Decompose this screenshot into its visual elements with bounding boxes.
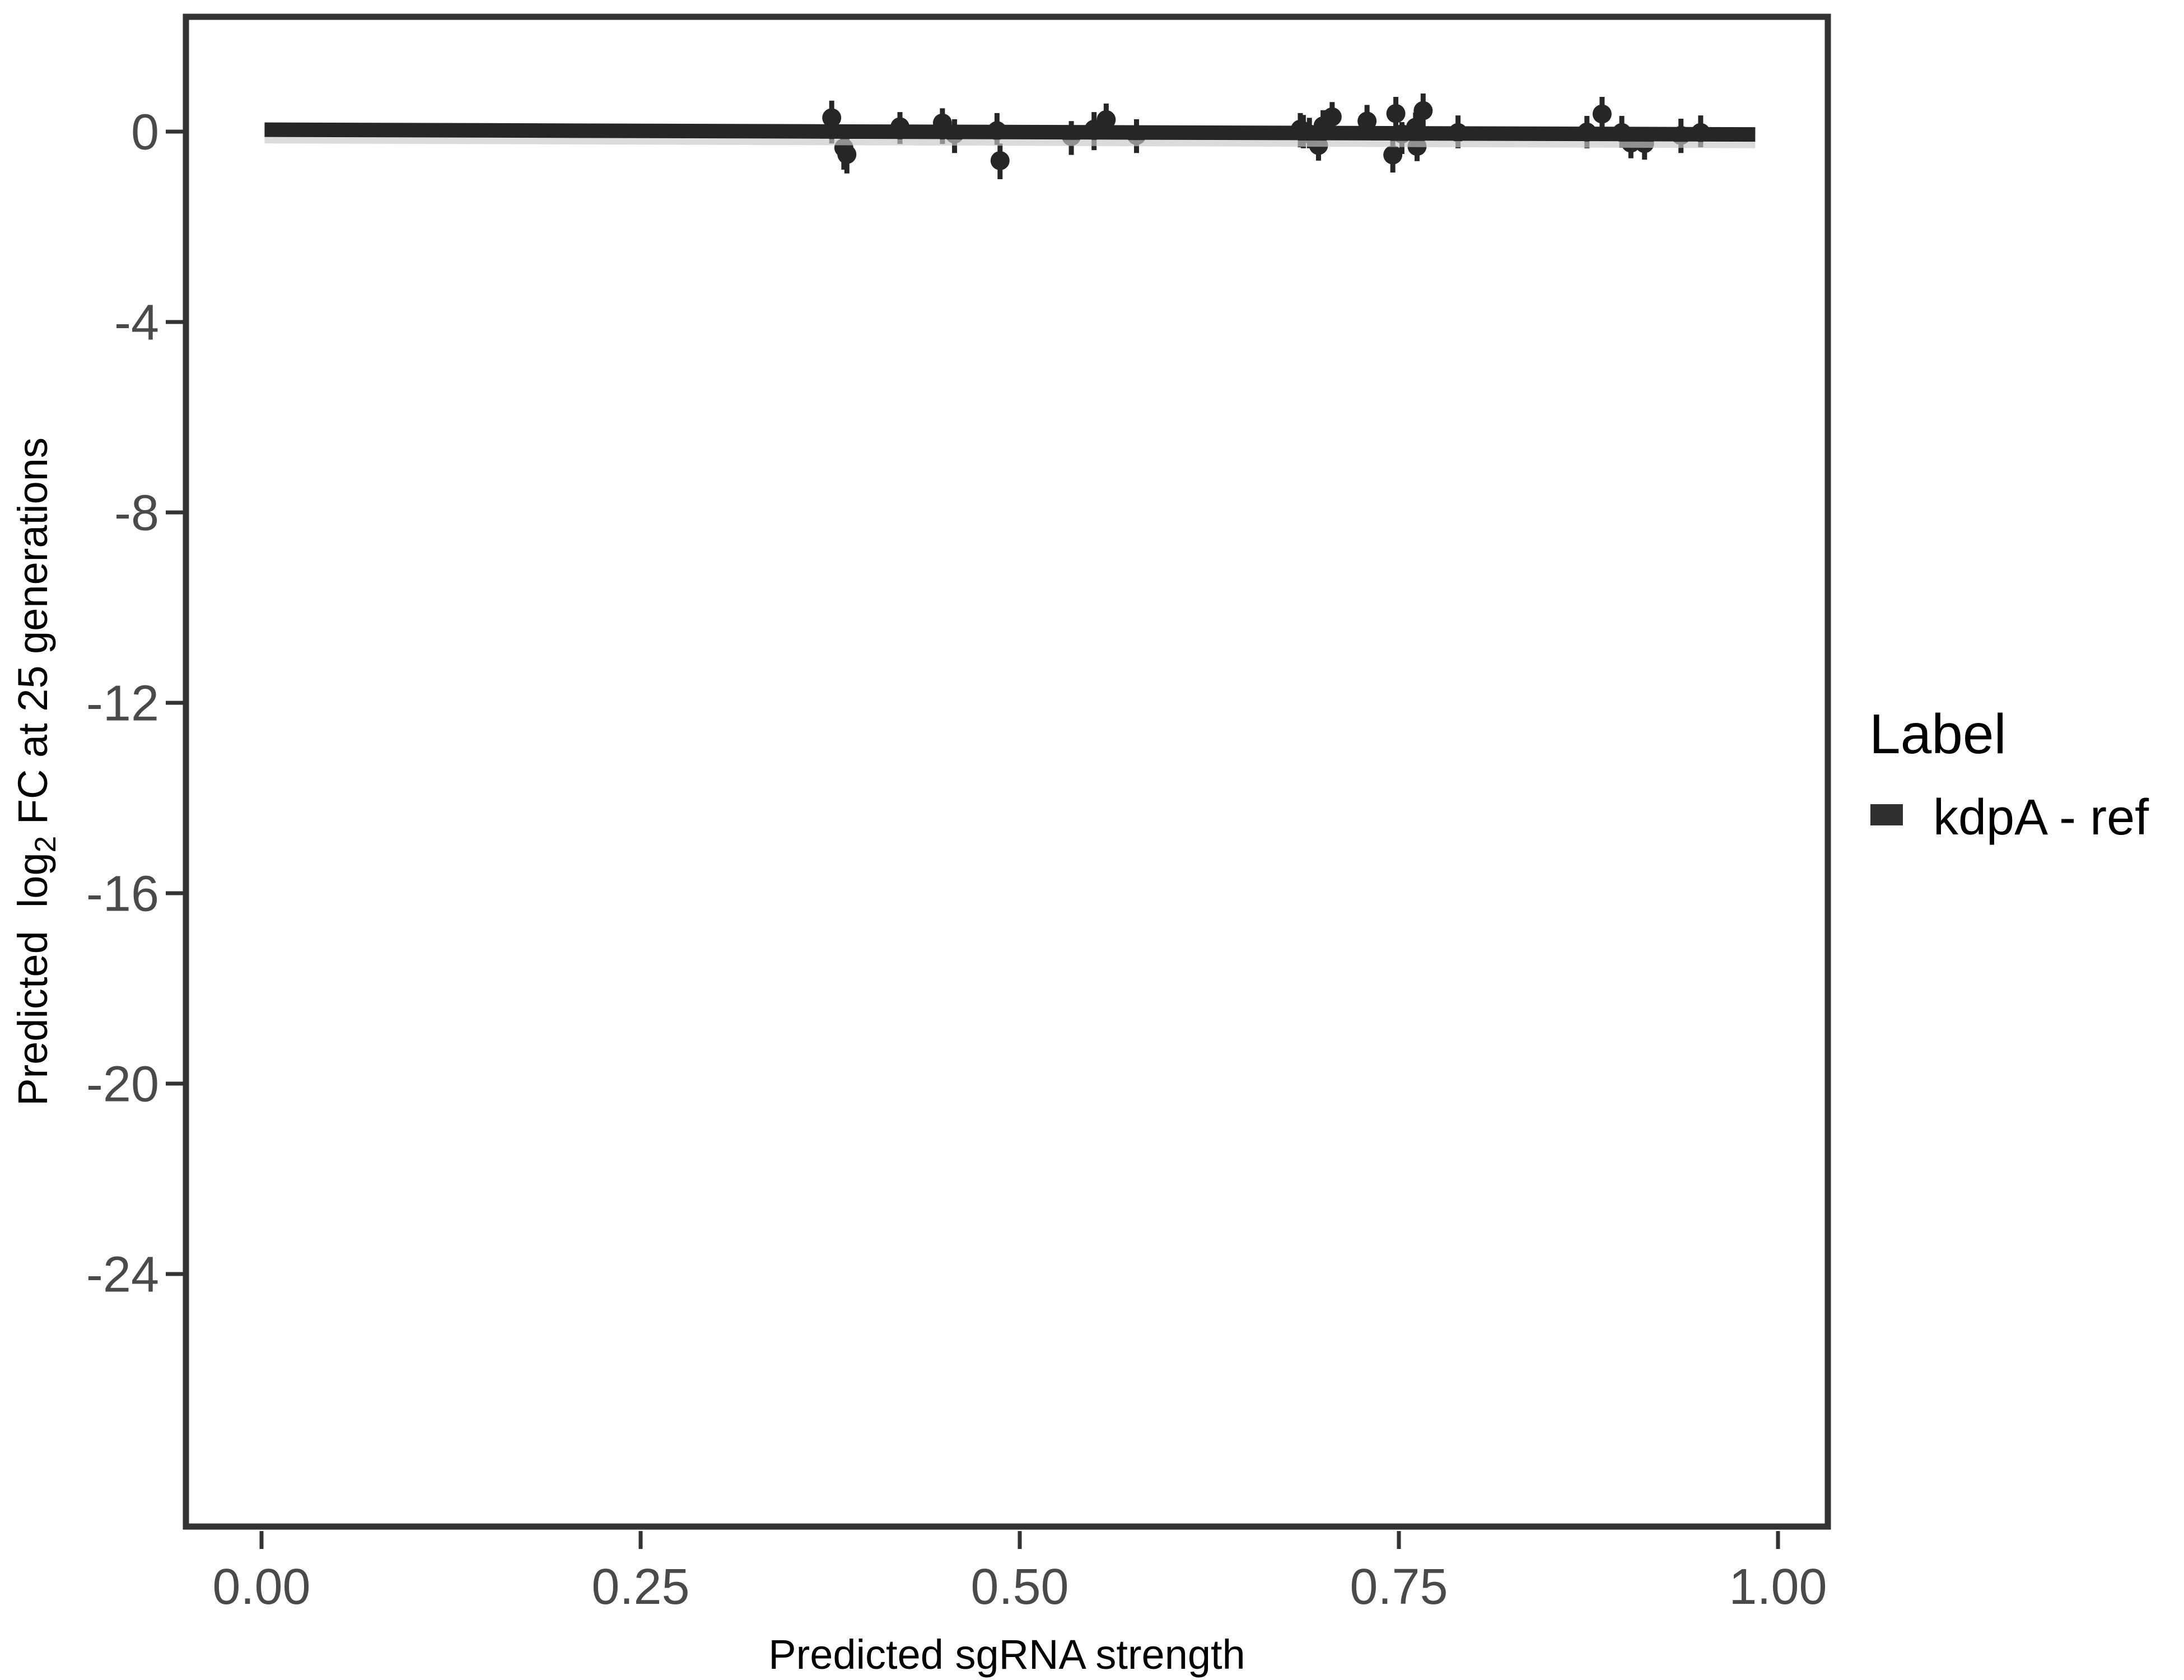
x-tick-label: 0.75 xyxy=(1350,1559,1448,1615)
y-tick-label: -12 xyxy=(86,676,159,732)
data-point xyxy=(1592,104,1612,124)
y-tick-label: -20 xyxy=(86,1057,159,1113)
y-tick-label: -4 xyxy=(114,295,159,351)
y-tick-label: -24 xyxy=(86,1247,159,1303)
confidence-ribbon-edge xyxy=(264,137,1756,148)
y-tick-label: -8 xyxy=(114,486,159,542)
data-point xyxy=(1322,107,1342,127)
y-tick-label: 0 xyxy=(131,105,159,161)
x-tick-label: 0.25 xyxy=(591,1559,689,1615)
legend: Label kdpA - ref xyxy=(1869,703,2149,846)
x-tick-label: 0.00 xyxy=(212,1559,310,1615)
x-tick-label: 1.00 xyxy=(1729,1559,1827,1615)
y-axis-title: Predicted log2 FC at 25 generations xyxy=(10,437,62,1106)
data-point xyxy=(1357,111,1377,131)
legend-key-smooth-line-swatch xyxy=(1870,804,1903,825)
x-tick-label: 0.50 xyxy=(970,1559,1068,1615)
data-point xyxy=(1096,110,1116,129)
data-point xyxy=(1386,104,1406,123)
data-point xyxy=(990,151,1010,170)
plot-panel xyxy=(183,13,1831,1530)
axes: 0.00 0.25 0.50 0.75 1.00 0 -4 -8 -12 -16 -20 -24 xyxy=(86,105,1827,1616)
data-point xyxy=(1383,145,1403,165)
data-point xyxy=(837,144,857,164)
data-point xyxy=(1413,101,1433,120)
legend-title: Label xyxy=(1869,703,2006,766)
smooth-line xyxy=(264,122,1756,142)
smooth-line-group xyxy=(264,122,1756,148)
legend-entry-label: kdpA - ref xyxy=(1933,790,2149,846)
x-axis-title: Predicted sgRNA strength xyxy=(768,1631,1245,1678)
y-tick-label: -16 xyxy=(86,866,159,922)
data-point xyxy=(822,108,842,128)
